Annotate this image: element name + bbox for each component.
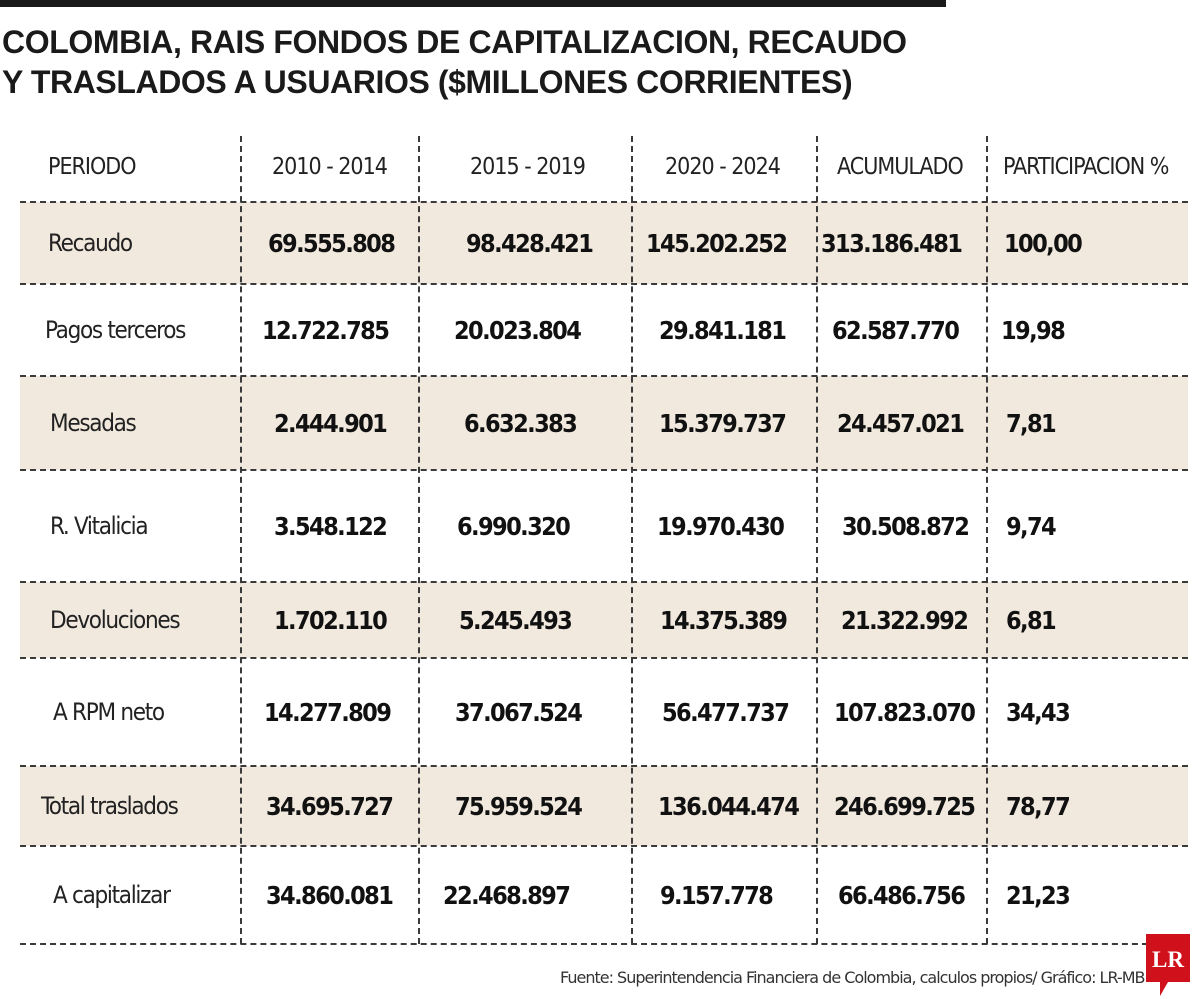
row-label: Pagos terceros (45, 316, 186, 344)
table-cell: 66.486.756 (838, 880, 966, 910)
table-cell: 37.067.524 (455, 697, 583, 727)
table-cell: 34.695.727 (266, 791, 394, 821)
table-cell: 14.277.809 (264, 697, 392, 727)
table-row: Devoluciones 1.702.110 5.245.493 14.375.389… (20, 582, 1188, 658)
column-divider (631, 136, 633, 944)
table-cell: 14.375.389 (660, 605, 788, 635)
column-header: 2015 - 2019 (470, 154, 586, 180)
table-cell: 9,74 (1006, 511, 1057, 541)
table-cell: 19,98 (1001, 315, 1066, 345)
table-cell: 22.468.897 (443, 880, 571, 910)
column-divider (240, 136, 242, 944)
table-cell: 6.632.383 (464, 408, 578, 438)
row-label: R. Vitalicia (50, 512, 149, 540)
row-divider (20, 657, 1188, 659)
title-line-2: Y TRASLADOS A USUARIOS ($MILLONES CORRIE… (2, 64, 853, 100)
logo-text: LR (1152, 947, 1184, 972)
table-cell: 20.023.804 (454, 315, 582, 345)
column-divider (816, 136, 818, 944)
table-cell: 2.444.901 (274, 408, 388, 438)
column-header: PERIODO (48, 154, 137, 180)
row-divider (20, 845, 1188, 847)
row-label: A capitalizar (53, 881, 171, 909)
row-divider (20, 581, 1188, 583)
table-row: A capitalizar 34.860.081 22.468.897 9.157.7… (20, 846, 1188, 944)
column-header: ACUMULADO (837, 154, 964, 180)
row-label: A RPM neto (53, 698, 165, 726)
table-cell: 62.587.770 (832, 315, 960, 345)
table-cell: 12.722.785 (262, 315, 390, 345)
table-cell: 21,23 (1006, 880, 1071, 910)
column-header: PARTICIPACION % (1003, 154, 1169, 180)
top-rule (0, 0, 946, 7)
table-row: Recaudo 69.555.808 98.428.421 145.202.252 31… (20, 202, 1188, 284)
row-divider (20, 943, 1188, 945)
table-cell: 21.322.992 (841, 605, 969, 635)
table-cell: 9.157.778 (660, 880, 774, 910)
row-divider (20, 375, 1188, 377)
table-cell: 3.548.122 (274, 511, 388, 541)
column-divider (418, 136, 420, 944)
table-cell: 19.970.430 (657, 511, 785, 541)
table-cell: 6,81 (1006, 605, 1057, 635)
title-line-1: COLOMBIA, RAIS FONDOS DE CAPITALIZACION,… (2, 24, 907, 60)
table-cell: 98.428.421 (466, 228, 594, 258)
table-cell: 69.555.808 (268, 228, 396, 258)
table-cell: 78,77 (1006, 791, 1071, 821)
table-cell: 15.379.737 (659, 408, 787, 438)
table-header-row: PERIODO 2010 - 2014 2015 - 2019 2020 - 2024… (20, 132, 1188, 202)
table-cell: 24.457.021 (837, 408, 965, 438)
table-cell: 29.841.181 (659, 315, 787, 345)
lr-logo-icon: LR (1146, 934, 1190, 996)
table-cell: 75.959.524 (455, 791, 583, 821)
table-cell: 313.186.481 (821, 228, 963, 258)
table-cell: 7,81 (1006, 408, 1057, 438)
table-cell: 145.202.252 (646, 228, 788, 258)
table-cell: 30.508.872 (842, 511, 970, 541)
table-row: Total traslados 34.695.727 75.959.524 136.0… (20, 766, 1188, 846)
table-row: Pagos terceros 12.722.785 20.023.804 29.841… (20, 284, 1188, 376)
table-row: R. Vitalicia 3.548.122 6.990.320 19.970.430… (20, 470, 1188, 582)
row-divider (20, 765, 1188, 767)
table-cell: 56.477.737 (662, 697, 790, 727)
table-row: A RPM neto 14.277.809 37.067.524 56.477.737… (20, 658, 1188, 766)
column-header: 2020 - 2024 (665, 154, 781, 180)
table-cell: 107.823.070 (834, 697, 976, 727)
row-label: Devoluciones (50, 606, 181, 634)
table-cell: 136.044.474 (658, 791, 800, 821)
column-header: 2010 - 2014 (272, 154, 388, 180)
row-label: Recaudo (48, 229, 133, 257)
table-cell: 34,43 (1006, 697, 1071, 727)
chart-title: COLOMBIA, RAIS FONDOS DE CAPITALIZACION,… (2, 22, 1002, 102)
data-table: PERIODO 2010 - 2014 2015 - 2019 2020 - 2024… (20, 0, 1190, 999)
table-cell: 6.990.320 (457, 511, 571, 541)
row-divider (20, 201, 1188, 203)
column-divider (986, 136, 988, 944)
row-divider (20, 283, 1188, 285)
table-row: Mesadas 2.444.901 6.632.383 15.379.737 24.45… (20, 376, 1188, 470)
table-cell: 34.860.081 (266, 880, 394, 910)
table-cell: 100,00 (1004, 228, 1083, 258)
source-note: Fuente: Superintendencia Financiera de C… (560, 968, 1145, 987)
row-label: Mesadas (50, 409, 137, 437)
table-cell: 5.245.493 (459, 605, 573, 635)
row-divider (20, 469, 1188, 471)
table-cell: 246.699.725 (834, 791, 976, 821)
row-label: Total traslados (41, 792, 179, 820)
table-cell: 1.702.110 (274, 605, 388, 635)
